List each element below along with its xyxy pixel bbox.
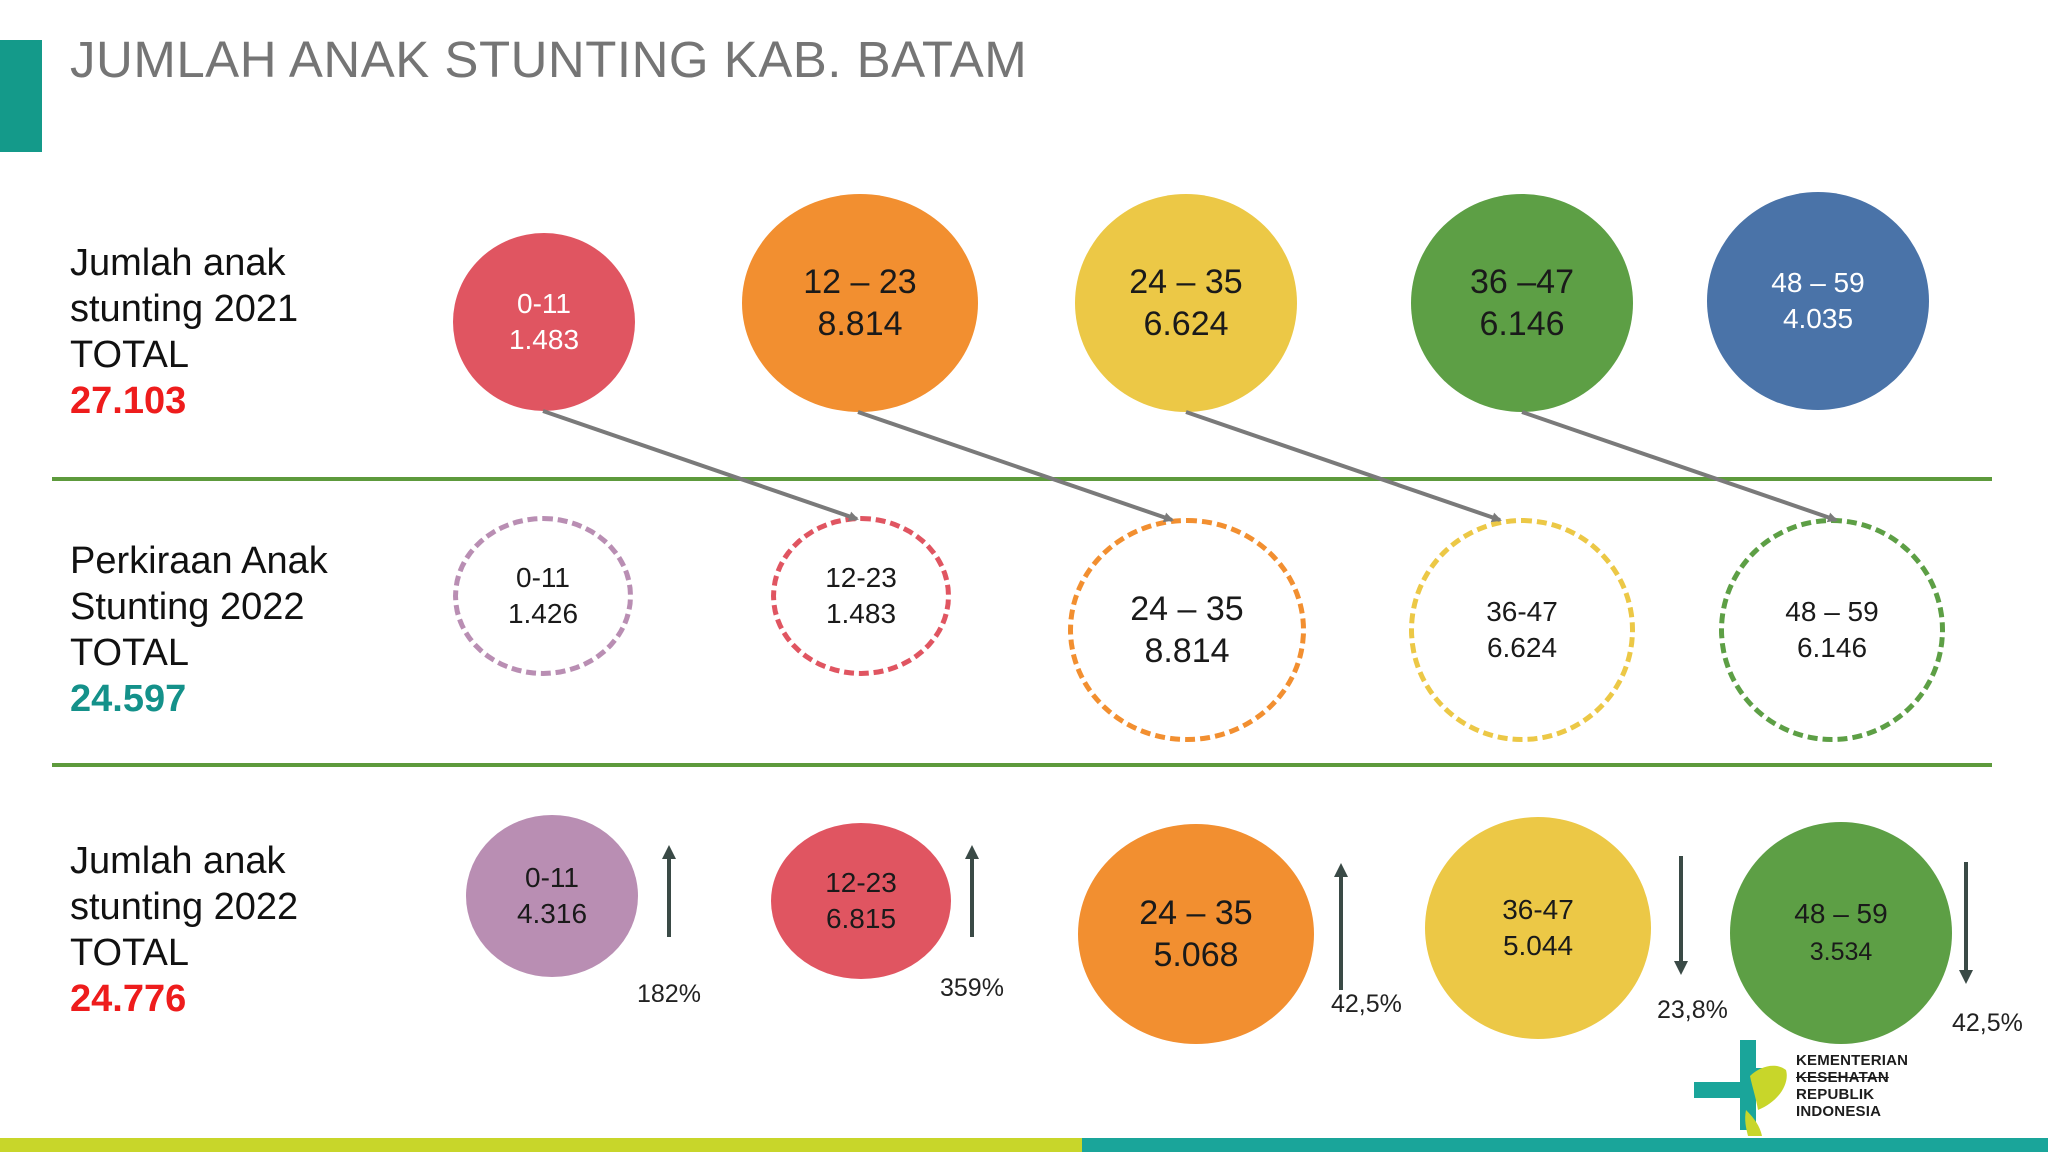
- circle-age-label: 24 – 35: [1129, 263, 1243, 301]
- cohort-arrow: [1185, 410, 1502, 523]
- circle-2022-age-24-35: 24 – 35 5.068: [1078, 824, 1314, 1044]
- circle-age-label: 48 – 59: [1785, 596, 1879, 627]
- circle-value: 4.035: [1782, 303, 1854, 334]
- row-label-line: stunting 2021: [70, 288, 299, 330]
- row-label-line: stunting 2022: [70, 886, 299, 928]
- cohort-arrow: [542, 409, 859, 522]
- row-label-2022-estimate: Perkiraan Anak Stunting 2022 TOTAL 24.59…: [70, 538, 430, 722]
- circle-age-label: 36-47: [1486, 596, 1558, 627]
- circle-2022-age-12-23: 12-23 6.815: [771, 823, 951, 979]
- circle-age-label: 12 – 23: [803, 263, 917, 301]
- circle-2022-age-36-47: 36-47 5.044: [1425, 817, 1651, 1039]
- row-label-line: TOTAL: [70, 632, 189, 674]
- circle-value: 5.068: [1153, 936, 1239, 974]
- circle-age-label: 0-11: [525, 862, 579, 893]
- change-percent: 42,5%: [1952, 1009, 2023, 1037]
- circle-age-label: 0-11: [516, 562, 570, 593]
- circle-age-label: 48 – 59: [1771, 267, 1865, 298]
- circle-2021-age-24-35: 24 – 35 6.624: [1075, 194, 1297, 412]
- logo-text-line: KEMENTERIAN: [1796, 1052, 1909, 1069]
- circle-age-label: 12-23: [825, 562, 897, 593]
- circle-value: 4.316: [516, 898, 588, 929]
- logo-text-line: REPUBLIK: [1796, 1086, 1875, 1103]
- row-label-2021: Jumlah anak stunting 2021 TOTAL 27.103: [70, 240, 430, 424]
- row-label-line: TOTAL: [70, 932, 189, 974]
- circle-value: 1.483: [508, 324, 580, 355]
- circle-value: 8.814: [1144, 632, 1230, 670]
- circle-2022-age-48-59: 48 – 59 3.534: [1730, 822, 1952, 1044]
- logo-text-line: KESEHATAN: [1796, 1069, 1889, 1086]
- circle-value: 6.624: [1143, 305, 1229, 343]
- circle-value: 1.483: [825, 598, 897, 629]
- page-title: JUMLAH ANAK STUNTING KAB. BATAM: [70, 31, 1028, 88]
- change-percent: 359%: [940, 974, 1004, 1002]
- circle-value: 6.624: [1486, 632, 1558, 663]
- total-2022: 24.776: [70, 978, 187, 1020]
- circle-age-label: 36-47: [1502, 894, 1574, 925]
- circle-2021-age-0-11: 0-11 1.483: [453, 233, 635, 411]
- circle-age-label: 48 – 59: [1794, 898, 1888, 929]
- circle-2022-age-0-11: 0-11 4.316: [466, 815, 638, 977]
- row-divider: [52, 477, 1992, 481]
- footer-bar-teal: [1082, 1138, 2048, 1152]
- logo-text-line: INDONESIA: [1796, 1103, 1882, 1120]
- circle-age-label: 0-11: [517, 288, 571, 319]
- circle-value: 5.044: [1502, 930, 1574, 961]
- dashed-circle-2022-estimate-age-0-11: 0-11 1.426: [453, 516, 633, 676]
- circle-value: 1.426: [507, 598, 579, 629]
- change-percent: 42,5%: [1331, 990, 1402, 1018]
- row-divider: [52, 763, 1992, 767]
- circle-value: 8.814: [817, 305, 903, 343]
- circle-age-label: 24 – 35: [1130, 590, 1244, 628]
- row-label-2022: Jumlah anak stunting 2022 TOTAL 24.776: [70, 838, 430, 1022]
- dashed-circle-2022-estimate-age-12-23: 12-23 1.483: [771, 516, 951, 676]
- circle-value: 6.146: [1479, 305, 1565, 343]
- circle-2021-age-36-47: 36 –47 6.146: [1411, 194, 1633, 412]
- circle-age-label: 12-23: [825, 867, 897, 898]
- change-percent: 23,8%: [1657, 996, 1728, 1024]
- change-percent: 182%: [637, 980, 701, 1008]
- footer-bar-lime: [0, 1138, 1082, 1152]
- row-label-line: TOTAL: [70, 334, 189, 376]
- dashed-circle-2022-estimate-age-24-35: 24 – 35 8.814: [1068, 518, 1306, 742]
- total-2022-estimate: 24.597: [70, 678, 187, 720]
- total-2021: 27.103: [70, 380, 187, 422]
- cohort-arrow: [1521, 410, 1838, 523]
- kemenkes-logo-text: KEMENTERIAN KESEHATAN REPUBLIK INDONESIA: [1796, 1052, 1908, 1120]
- circle-value: 6.146: [1796, 632, 1868, 663]
- row-label-line: Jumlah anak: [70, 840, 286, 882]
- cohort-arrow: [857, 410, 1174, 523]
- circle-2021-age-48-59: 48 – 59 4.035: [1707, 192, 1929, 410]
- circle-age-label: 24 – 35: [1139, 894, 1253, 932]
- circle-age-label: 36 –47: [1470, 263, 1574, 301]
- title-accent-bar: [0, 40, 42, 152]
- row-label-line: Perkiraan Anak: [70, 540, 328, 582]
- circle-value: 6.815: [825, 903, 897, 934]
- row-label-line: Jumlah anak: [70, 242, 286, 284]
- kemenkes-logo-icon: [1694, 1040, 1787, 1136]
- dashed-circle-2022-estimate-age-36-47: 36-47 6.624: [1409, 518, 1635, 742]
- circle-value: 3.534: [1809, 938, 1873, 966]
- circle-2021-age-12-23: 12 – 23 8.814: [742, 194, 978, 412]
- row-label-line: Stunting 2022: [70, 586, 305, 628]
